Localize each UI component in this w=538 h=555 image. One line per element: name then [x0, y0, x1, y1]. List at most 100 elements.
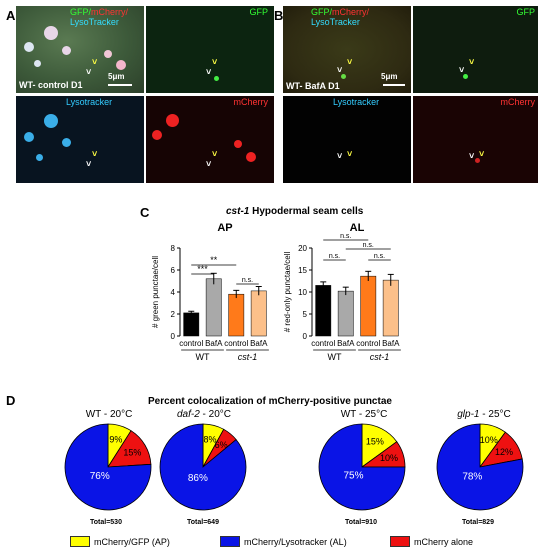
white-arrowhead-icon: ˅ [337, 65, 343, 75]
pie-title-temp: - 25°C [356, 409, 388, 420]
scale-bar [108, 84, 132, 86]
panel-b-mcherry-label: mCherry [500, 97, 535, 107]
puncta [214, 76, 219, 81]
merge-label-gfp: GFP/ [311, 7, 333, 17]
panel-c-title-rest: Hypodermal seam cells [249, 206, 364, 217]
panel-a-lysotracker-image: Lysotracker ˅ ˅ [16, 96, 144, 183]
white-arrowhead-icon: ˅ [86, 67, 92, 77]
y-tick-label: 2 [171, 310, 176, 319]
bar [183, 312, 200, 337]
pie-slice-label: 78% [462, 471, 482, 482]
pie-title-strain: daf-2 [176, 409, 200, 420]
pie-slice [159, 423, 247, 511]
panel-b-gfp-image: GFP ˅ ˅ [413, 6, 538, 93]
puncta [116, 60, 126, 70]
yellow-arrowhead-icon: ˅ [212, 149, 218, 159]
puncta [24, 42, 34, 52]
significance-label: n.s. [340, 233, 351, 240]
merge-label-mcherry: mCherry/ [91, 7, 129, 17]
panel-c-title: cst-1 Hypodermal seam cells [226, 206, 363, 217]
puncta [341, 74, 346, 79]
pie-title-strain: WT [340, 409, 357, 420]
pie-title-2: WT - 25°C [299, 409, 429, 420]
pie-title-temp: - 25°C [479, 409, 511, 420]
x-tick-label: BafA [382, 339, 400, 348]
pie-slice [436, 423, 524, 511]
pie-title-0: WT - 20°C [44, 409, 174, 420]
group-label: cst-1 [238, 352, 258, 362]
panel-a-merge-image: GFP/mCherry/ LysoTracker WT- control D1 … [16, 6, 144, 93]
pie-total-1: Total=649 [187, 519, 219, 526]
significance-label: ** [210, 255, 218, 265]
merge-label-lyso: LysoTracker [70, 17, 119, 27]
panel-b-gfp-label: GFP [516, 7, 535, 17]
bar [228, 293, 245, 337]
pie-total-0: Total=530 [90, 519, 122, 526]
pie-slice [64, 423, 152, 511]
legend-swatch-red [390, 536, 410, 547]
puncta [44, 26, 58, 40]
panel-c-letter: C [140, 205, 150, 220]
yellow-arrowhead-icon: ˅ [92, 149, 98, 159]
panel-b-merge-label: GFP/mCherry/ [311, 7, 369, 17]
x-tick-label: control [179, 339, 203, 348]
panel-a-lyso-label: Lysotracker [66, 97, 113, 107]
bar [360, 275, 377, 337]
y-tick-label: 6 [171, 266, 176, 275]
puncta [234, 140, 242, 148]
chart-title: AP [217, 222, 232, 234]
panel-a-merge-label: GFP/mCherry/ [70, 7, 128, 17]
legend-label: mCherry alone [414, 536, 474, 547]
panel-b-lysotracker-image: Lysotracker ˅ ˅ [283, 96, 411, 183]
panel-b-letter: B [274, 8, 284, 23]
pie-title-1: daf-2 - 20°C [139, 409, 269, 420]
legend-item-ap: mCherry/GFP (AP) [70, 536, 170, 547]
merge-label-lyso: LysoTracker [311, 17, 360, 27]
significance-label: n.s. [242, 277, 253, 284]
puncta [34, 60, 41, 67]
y-tick-label: 4 [171, 288, 176, 297]
pie-slice-label: 75% [343, 471, 363, 482]
chart-title: AL [350, 222, 365, 234]
legend-swatch-blue [220, 536, 240, 547]
puncta [104, 50, 112, 58]
pie-slice-label: 8% [204, 435, 217, 445]
pie-slice-label: 6% [215, 440, 228, 450]
white-arrowhead-icon: ˅ [459, 65, 465, 75]
yellow-arrowhead-icon: ˅ [347, 149, 353, 159]
merge-label-mcherry: mCherry/ [332, 7, 370, 17]
y-tick-label: 5 [303, 310, 308, 319]
panel-c-title-gene: cst-1 [226, 206, 250, 217]
legend-swatch-yellow [70, 536, 90, 547]
pie-title-temp: - 20°C [101, 409, 133, 420]
puncta [62, 138, 71, 147]
pie-total-3: Total=829 [462, 519, 494, 526]
group-label: WT [328, 352, 342, 362]
significance-label: n.s. [363, 242, 374, 249]
pie-slice-label: 12% [495, 447, 513, 457]
panel-b-mcherry-image: mCherry ˅ ˅ [413, 96, 538, 183]
pie-slice-label: 76% [90, 471, 110, 482]
pie-title-3: glp-1 - 25°C [419, 409, 538, 420]
panel-a-gfp-label: GFP [249, 7, 268, 17]
panel-a-scale-label: 5μm [108, 72, 125, 81]
y-axis-label: # green punctae/cell [151, 256, 160, 328]
al-bar-chart: AL 0 5 10 15 20 # red-only punctae/cell control… [283, 222, 401, 362]
pie-total-2: Total=910 [345, 519, 377, 526]
yellow-arrowhead-icon: ˅ [347, 57, 353, 67]
group-label: WT [196, 352, 210, 362]
panel-a-mcherry-image: mCherry ˅ ˅ [146, 96, 274, 183]
legend-label: mCherry/GFP (AP) [94, 536, 170, 547]
pie-title-temp: - 20°C [199, 409, 232, 420]
puncta [463, 74, 468, 79]
bar [205, 278, 222, 337]
legend-item-al: mCherry/Lysotracker (AL) [220, 536, 347, 547]
scale-bar [383, 84, 405, 86]
merge-label-gfp: GFP/ [70, 7, 92, 17]
significance-label: *** [197, 264, 208, 274]
panel-d-letter: D [6, 393, 16, 408]
panel-a-condition-label: WT- control D1 [19, 80, 83, 90]
panel-b-lyso-label: Lysotracker [333, 97, 380, 107]
puncta [246, 152, 256, 162]
